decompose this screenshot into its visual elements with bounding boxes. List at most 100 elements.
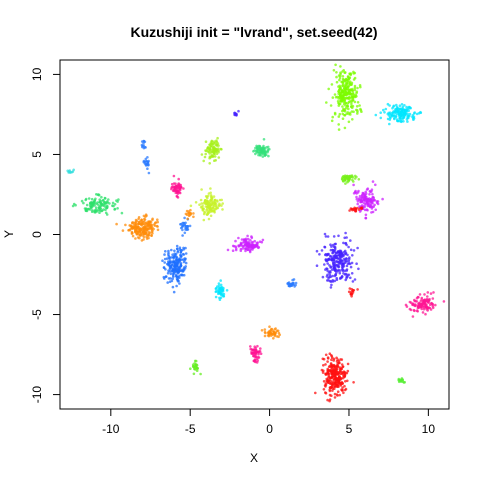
data-point bbox=[343, 375, 347, 378]
data-point bbox=[331, 389, 334, 392]
data-point bbox=[104, 211, 108, 215]
data-point bbox=[234, 239, 237, 243]
data-point bbox=[315, 249, 319, 253]
data-point bbox=[214, 287, 218, 291]
data-point bbox=[147, 222, 150, 225]
data-point bbox=[342, 272, 345, 275]
data-point bbox=[329, 248, 333, 252]
data-point bbox=[166, 271, 170, 275]
data-point bbox=[356, 246, 359, 250]
data-point bbox=[335, 269, 338, 273]
y-tick-label: 5 bbox=[30, 151, 44, 158]
data-point bbox=[324, 363, 327, 366]
data-point bbox=[341, 266, 344, 269]
data-point bbox=[203, 211, 206, 214]
data-point bbox=[347, 101, 351, 104]
data-point bbox=[248, 250, 252, 254]
data-point bbox=[143, 140, 147, 144]
data-point bbox=[349, 248, 353, 252]
data-point bbox=[151, 218, 154, 222]
data-point bbox=[263, 328, 267, 331]
data-point bbox=[384, 107, 388, 111]
data-point bbox=[335, 256, 338, 259]
data-point bbox=[214, 290, 218, 294]
data-point bbox=[341, 89, 345, 93]
data-point bbox=[74, 203, 77, 207]
data-point bbox=[338, 262, 341, 266]
data-point bbox=[404, 111, 407, 115]
data-point bbox=[185, 213, 189, 216]
data-point bbox=[116, 207, 119, 210]
data-point bbox=[257, 153, 260, 157]
data-point bbox=[147, 232, 151, 236]
data-point bbox=[347, 290, 351, 294]
data-point bbox=[341, 386, 344, 389]
data-point bbox=[89, 201, 93, 204]
data-point bbox=[220, 198, 223, 202]
data-point bbox=[89, 204, 92, 207]
data-point bbox=[371, 192, 374, 196]
data-point bbox=[339, 358, 342, 361]
data-point bbox=[329, 386, 332, 390]
data-point bbox=[150, 230, 154, 234]
data-point bbox=[406, 107, 410, 110]
data-point bbox=[332, 365, 336, 369]
data-point bbox=[333, 111, 337, 115]
data-point bbox=[374, 208, 378, 212]
data-point bbox=[175, 264, 179, 268]
data-point bbox=[360, 204, 364, 207]
data-point bbox=[90, 197, 94, 201]
data-point bbox=[171, 277, 174, 281]
data-point bbox=[193, 362, 196, 365]
data-point bbox=[213, 201, 217, 205]
data-point bbox=[166, 281, 169, 284]
data-point bbox=[212, 195, 216, 198]
data-point bbox=[334, 63, 337, 67]
data-point bbox=[337, 234, 340, 238]
data-point bbox=[345, 78, 348, 81]
data-point bbox=[322, 380, 326, 383]
data-point bbox=[341, 371, 344, 375]
data-point bbox=[330, 370, 333, 373]
data-point bbox=[82, 201, 85, 205]
data-point bbox=[343, 126, 347, 130]
data-point bbox=[396, 107, 400, 110]
data-point bbox=[326, 360, 329, 363]
data-point bbox=[207, 150, 211, 153]
data-point bbox=[351, 98, 355, 102]
data-point bbox=[213, 159, 216, 162]
data-point bbox=[328, 389, 332, 393]
data-point bbox=[335, 75, 338, 79]
data-point bbox=[338, 91, 342, 95]
data-point bbox=[417, 301, 421, 305]
data-point bbox=[192, 215, 195, 219]
data-point bbox=[357, 178, 361, 181]
data-point bbox=[264, 150, 268, 154]
data-point bbox=[352, 183, 355, 187]
data-point bbox=[179, 188, 182, 192]
data-point bbox=[330, 283, 333, 287]
data-point bbox=[93, 204, 96, 207]
data-point bbox=[331, 248, 335, 252]
data-point bbox=[397, 109, 401, 112]
data-point bbox=[398, 104, 402, 107]
data-point bbox=[184, 261, 188, 265]
data-point bbox=[96, 210, 99, 213]
data-point bbox=[153, 224, 157, 227]
data-point bbox=[343, 236, 347, 240]
data-point bbox=[175, 274, 178, 278]
data-point bbox=[343, 372, 347, 376]
data-point bbox=[345, 260, 349, 263]
data-point bbox=[369, 204, 373, 207]
data-point bbox=[145, 163, 149, 166]
data-point bbox=[239, 241, 243, 245]
data-point bbox=[142, 220, 146, 223]
data-point bbox=[220, 204, 223, 207]
data-point bbox=[397, 378, 401, 382]
data-point bbox=[343, 98, 346, 102]
data-point bbox=[413, 298, 416, 302]
data-point bbox=[221, 202, 224, 205]
data-point bbox=[172, 174, 176, 178]
data-point bbox=[414, 303, 417, 306]
data-point bbox=[251, 240, 254, 244]
